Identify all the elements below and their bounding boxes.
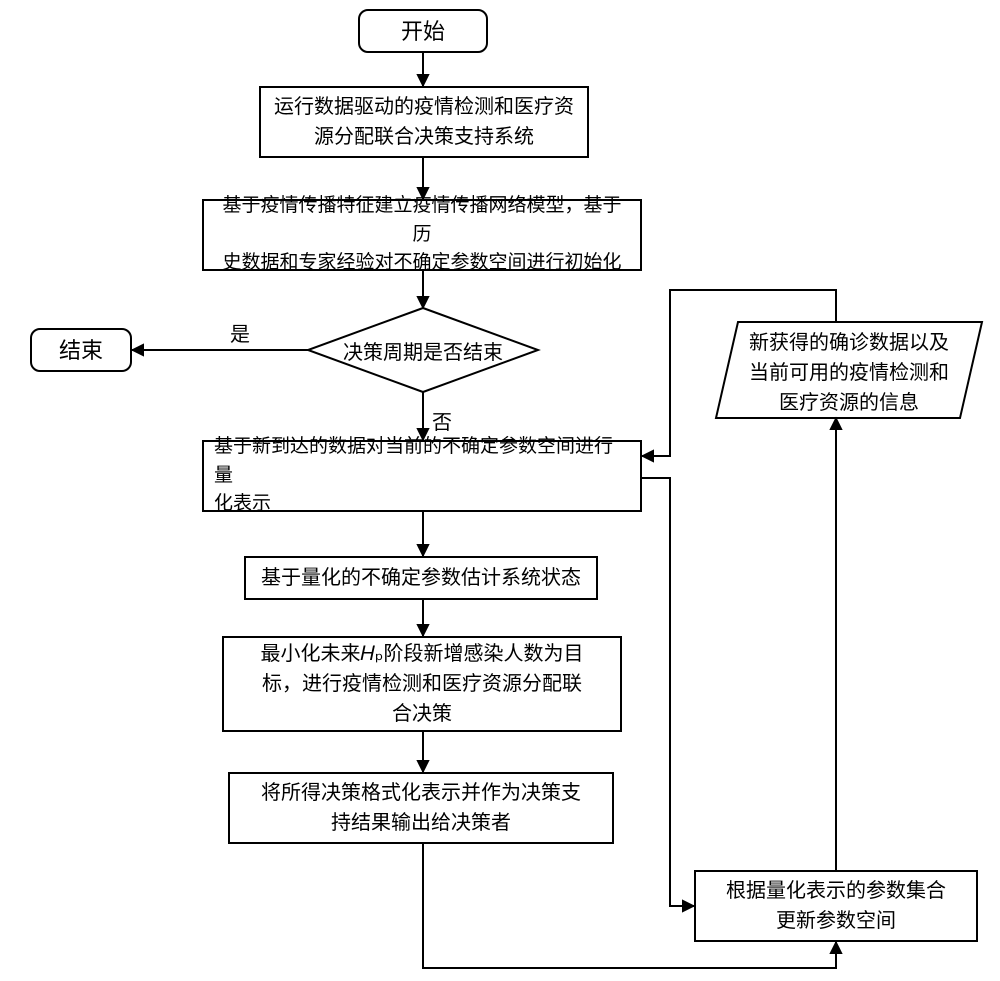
n3-node: 基于新到达的数据对当前的不确定参数空间进行量 化表示 [202,440,642,512]
start-node: 开始 [358,9,488,53]
n2-node: 基于疫情传播特征建立疫情传播网络模型，基于历 史数据和专家经验对不确定参数空间进… [202,199,642,271]
n1-node: 运行数据驱动的疫情检测和医疗资 源分配联合决策支持系统 [259,86,589,158]
n7-node: 根据量化表示的参数集合 更新参数空间 [694,870,978,942]
edge-label-yes: 是 [230,318,250,347]
para-label: 新获得的确诊数据以及 当前可用的疫情检测和 医疗资源的信息 [722,328,976,418]
edge-label-no: 否 [432,406,452,435]
n6-node: 将所得决策格式化表示并作为决策支 持结果输出给决策者 [228,772,614,844]
edge-n3-branch [642,478,694,906]
n4-node: 基于量化的不确定参数估计系统状态 [244,556,598,600]
n5-node: 最小化未来𝐻ₚ阶段新增感染人数为目 标，进行疫情检测和医疗资源分配联 合决策 [222,636,622,732]
end-node: 结束 [30,328,132,372]
decision-label: 决策周期是否结束 [308,338,538,368]
